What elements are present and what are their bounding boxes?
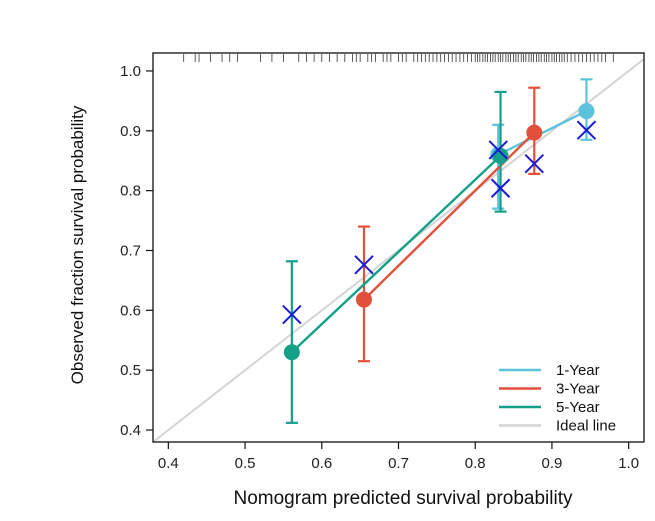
x-marker-stroke bbox=[488, 140, 508, 160]
x-marker bbox=[354, 255, 374, 275]
y-tick-label: 0.8 bbox=[120, 183, 141, 200]
x-tick-label: 0.6 bbox=[311, 455, 332, 472]
y-tick-label: 0.4 bbox=[120, 422, 141, 439]
x-marker bbox=[488, 140, 508, 160]
x-marker-stroke bbox=[282, 304, 302, 325]
x-tick-label: 0.5 bbox=[235, 455, 256, 472]
x-tick-label: 0.9 bbox=[542, 455, 563, 472]
axis-layer: 0.4 0.5 0.6 0.7 0.8 0.9 1.0 0.4 0.5 0.6 0.7 0.8 0.9 1… bbox=[120, 63, 639, 472]
y-tick-label: 0.5 bbox=[120, 362, 141, 379]
y-tick-label: 0.9 bbox=[120, 123, 141, 140]
series-line-1-year bbox=[497, 109, 587, 156]
legend-label-1-year: 1-Year bbox=[556, 362, 600, 379]
legend-label-3-year: 3-Year bbox=[556, 381, 600, 398]
y-tick-label: 0.7 bbox=[120, 242, 141, 259]
x-marker bbox=[524, 154, 544, 174]
x-marker bbox=[282, 304, 302, 325]
series-layer bbox=[283, 78, 595, 424]
x-tick-label: 0.4 bbox=[158, 455, 179, 472]
point-1-year bbox=[578, 103, 595, 120]
x-tick-label: 0.8 bbox=[465, 455, 486, 472]
legend-label-5-year: 5-Year bbox=[556, 399, 600, 416]
y-tick-label: 0.6 bbox=[120, 302, 141, 319]
series-line-5-year bbox=[291, 155, 502, 354]
bias-corrected-layer bbox=[282, 120, 597, 325]
point-5-year bbox=[283, 344, 300, 361]
point-5-year bbox=[492, 147, 509, 164]
point-3-year bbox=[355, 291, 372, 308]
x-marker-stroke bbox=[524, 154, 544, 174]
x-marker bbox=[576, 120, 597, 140]
series-line-3-year bbox=[363, 131, 536, 301]
x-marker-stroke bbox=[490, 178, 511, 198]
x-marker bbox=[490, 178, 511, 198]
rug-layer bbox=[183, 54, 614, 62]
legend-label-ideal-line: Ideal line bbox=[556, 418, 616, 435]
x-marker-stroke bbox=[576, 120, 597, 140]
y-axis-title: Observed fraction survival probability bbox=[68, 105, 87, 384]
x-axis-title: Nomogram predicted survival probability bbox=[234, 488, 573, 509]
y-tick-label: 1.0 bbox=[120, 63, 141, 80]
x-marker-stroke bbox=[354, 255, 374, 275]
point-3-year bbox=[526, 124, 543, 141]
x-tick-label: 0.7 bbox=[388, 455, 409, 472]
x-tick-label: 1.0 bbox=[618, 455, 639, 472]
